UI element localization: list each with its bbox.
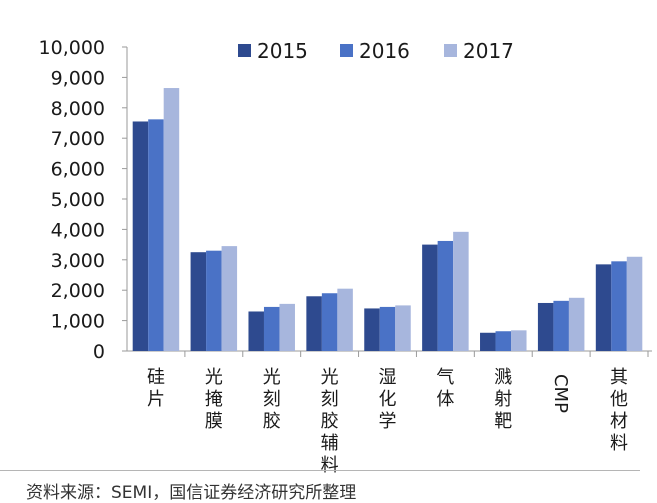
legend-swatch-2016 bbox=[340, 44, 353, 57]
source-note: 资料来源：SEMI，国信证券经济研究所整理 bbox=[26, 483, 357, 503]
source-separator bbox=[0, 470, 640, 471]
category-label: 料 bbox=[321, 455, 339, 476]
category-label: 光 bbox=[263, 367, 281, 388]
bar-2015 bbox=[480, 332, 496, 351]
category-label: 靶 bbox=[494, 411, 512, 432]
y-tick-label: 2,000 bbox=[51, 280, 105, 302]
bar-2016 bbox=[321, 293, 338, 351]
bar-2017 bbox=[395, 305, 411, 351]
category-label: 掩 bbox=[205, 389, 223, 410]
y-tick-label: 3,000 bbox=[51, 250, 105, 272]
legend-label: 2016 bbox=[359, 39, 410, 63]
category-label: 气 bbox=[436, 367, 454, 388]
category-label: 射 bbox=[494, 389, 512, 410]
y-tick-label: 5,000 bbox=[51, 189, 105, 211]
bar-2016 bbox=[148, 119, 164, 352]
bar-2015 bbox=[248, 311, 264, 351]
category-label: 膜 bbox=[205, 411, 223, 432]
y-tick-label: 4,000 bbox=[51, 219, 105, 241]
y-tick-label: 0 bbox=[93, 341, 105, 363]
category-label: 辅 bbox=[321, 433, 339, 454]
category-label: CMP bbox=[550, 374, 571, 413]
bar-2016 bbox=[263, 306, 280, 351]
category-label: 光 bbox=[205, 367, 223, 388]
bar-2016 bbox=[437, 240, 454, 351]
bar-2017 bbox=[163, 88, 180, 351]
bar-2017 bbox=[337, 288, 353, 351]
bar-2015 bbox=[306, 296, 322, 351]
category-label: 材 bbox=[610, 411, 628, 432]
y-tick-label: 10,000 bbox=[39, 37, 105, 59]
category-label: 刻 bbox=[263, 389, 281, 410]
legend-label: 2015 bbox=[257, 39, 308, 63]
category-label: 湿 bbox=[379, 367, 397, 388]
category-label: 刻 bbox=[321, 389, 339, 410]
category-label: 其 bbox=[610, 367, 628, 388]
category-label: 光 bbox=[321, 367, 339, 388]
category-label: 片 bbox=[147, 389, 165, 410]
bar-2016 bbox=[553, 300, 569, 351]
bar-2015 bbox=[537, 302, 554, 351]
bar-2017 bbox=[279, 303, 295, 351]
category-label: 体 bbox=[436, 389, 454, 410]
bar-2015 bbox=[132, 121, 149, 351]
bar-2017 bbox=[568, 297, 585, 351]
y-tick-label: 8,000 bbox=[51, 98, 105, 120]
category-label: 他 bbox=[610, 389, 628, 410]
legend-swatch-2017 bbox=[444, 44, 457, 57]
bar-2017 bbox=[221, 246, 238, 351]
category-label: 硅 bbox=[147, 367, 165, 388]
category-label: 胶 bbox=[321, 411, 339, 432]
legend-swatch-2015 bbox=[238, 44, 251, 57]
y-tick-label: 9,000 bbox=[51, 67, 105, 89]
legend-label: 2017 bbox=[463, 39, 514, 63]
bar-2016 bbox=[379, 306, 396, 351]
bar-2017 bbox=[626, 256, 643, 351]
bar-2015 bbox=[364, 308, 380, 351]
y-tick-label: 6,000 bbox=[51, 159, 105, 181]
bar-2016 bbox=[206, 250, 222, 351]
y-tick-label: 7,000 bbox=[51, 128, 105, 150]
category-label: 溅 bbox=[494, 367, 512, 388]
bar-2017 bbox=[453, 231, 469, 351]
bar-2017 bbox=[511, 330, 527, 351]
y-tick-label: 1,000 bbox=[51, 311, 105, 333]
category-label: 料 bbox=[610, 433, 628, 454]
bar-2016 bbox=[495, 331, 512, 351]
category-label: 学 bbox=[379, 411, 397, 432]
bar-2015 bbox=[595, 264, 612, 351]
bar-2016 bbox=[611, 261, 627, 351]
bar-2015 bbox=[190, 252, 207, 351]
bar-2015 bbox=[422, 244, 438, 351]
category-label: 胶 bbox=[263, 411, 281, 432]
category-label: 化 bbox=[379, 389, 397, 410]
